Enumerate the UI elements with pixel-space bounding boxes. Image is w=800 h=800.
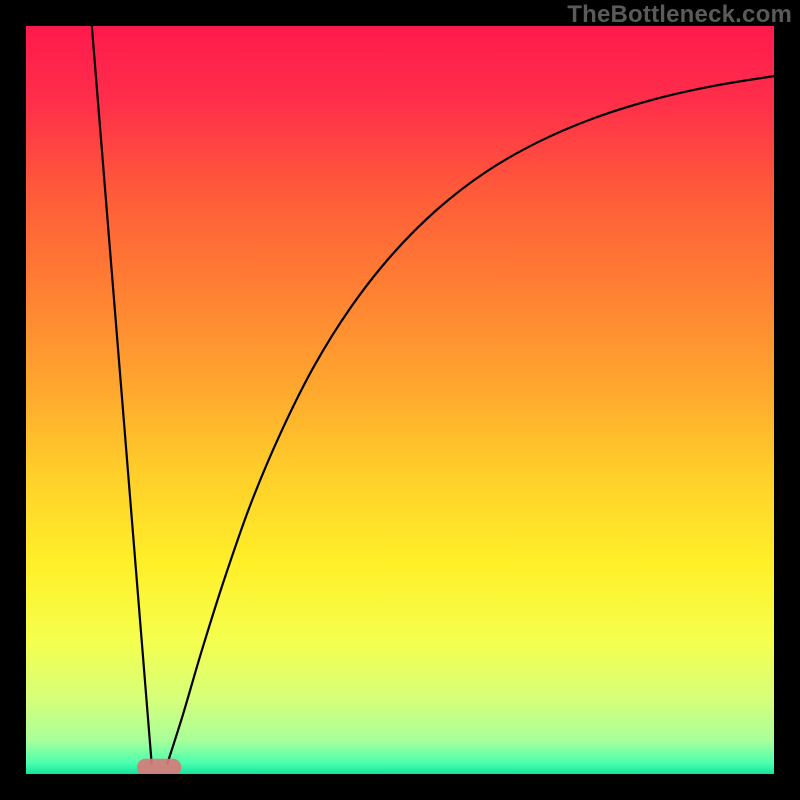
watermark-text: TheBottleneck.com: [567, 1, 792, 29]
chart-container: TheBottleneck.com: [0, 0, 800, 800]
marker-layer: [26, 26, 774, 774]
bottleneck-marker: [137, 759, 181, 774]
plot-area: [26, 26, 774, 774]
